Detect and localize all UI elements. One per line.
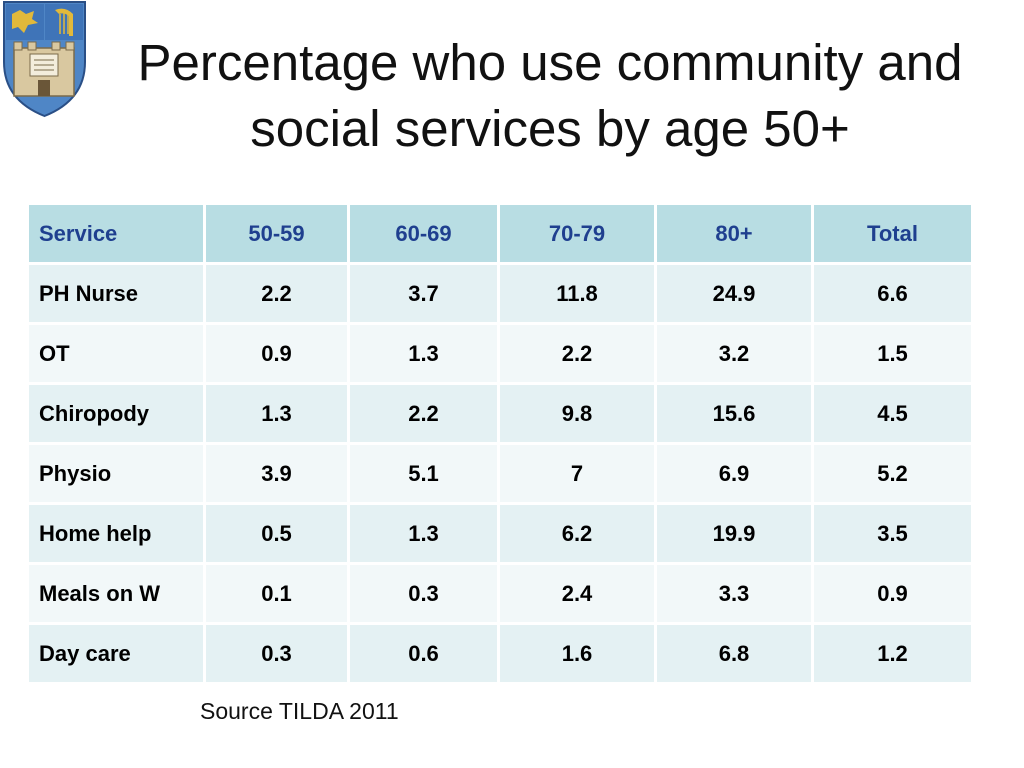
table-cell: 3.3 bbox=[657, 565, 814, 625]
table-cell: 5.2 bbox=[814, 445, 971, 505]
table-cell: 7 bbox=[500, 445, 657, 505]
table-cell: 3.5 bbox=[814, 505, 971, 565]
table-cell: 24.9 bbox=[657, 265, 814, 325]
table-row: Chiropody 1.3 2.2 9.8 15.6 4.5 bbox=[29, 385, 971, 445]
table-header-row: Service 50-59 60-69 70-79 80+ Total bbox=[29, 205, 971, 265]
table-cell: 5.1 bbox=[350, 445, 500, 505]
table-cell: 0.9 bbox=[206, 325, 350, 385]
table-cell: 6.9 bbox=[657, 445, 814, 505]
table-row: Home help 0.5 1.3 6.2 19.9 3.5 bbox=[29, 505, 971, 565]
table-row: PH Nurse 2.2 3.7 11.8 24.9 6.6 bbox=[29, 265, 971, 325]
table-cell: 3.7 bbox=[350, 265, 500, 325]
table-cell: 1.2 bbox=[814, 625, 971, 685]
table-cell: 0.5 bbox=[206, 505, 350, 565]
table-cell: 4.5 bbox=[814, 385, 971, 445]
table-cell: 1.3 bbox=[206, 385, 350, 445]
table-cell: 19.9 bbox=[657, 505, 814, 565]
column-header: 80+ bbox=[657, 205, 814, 265]
table-cell: 2.2 bbox=[206, 265, 350, 325]
page-title: Percentage who use community and social … bbox=[137, 34, 963, 157]
table-cell: 2.4 bbox=[500, 565, 657, 625]
table-cell: 6.8 bbox=[657, 625, 814, 685]
table-row: OT 0.9 1.3 2.2 3.2 1.5 bbox=[29, 325, 971, 385]
table-cell: 0.3 bbox=[350, 565, 500, 625]
column-header: Service bbox=[29, 205, 206, 265]
table-cell: 9.8 bbox=[500, 385, 657, 445]
service-name: Meals on W bbox=[29, 565, 206, 625]
table-cell: 15.6 bbox=[657, 385, 814, 445]
table-cell: 1.6 bbox=[500, 625, 657, 685]
column-header: 70-79 bbox=[500, 205, 657, 265]
table-cell: 1.5 bbox=[814, 325, 971, 385]
source-note: Source TILDA 2011 bbox=[200, 698, 399, 724]
column-header: 60-69 bbox=[350, 205, 500, 265]
table-cell: 6.6 bbox=[814, 265, 971, 325]
table-cell: 1.3 bbox=[350, 325, 500, 385]
column-header: Total bbox=[814, 205, 971, 265]
service-name: OT bbox=[29, 325, 206, 385]
table-cell: 3.9 bbox=[206, 445, 350, 505]
service-name: Chiropody bbox=[29, 385, 206, 445]
service-name: PH Nurse bbox=[29, 265, 206, 325]
service-name: Home help bbox=[29, 505, 206, 565]
service-name: Physio bbox=[29, 445, 206, 505]
table-cell: 0.9 bbox=[814, 565, 971, 625]
table-row: Meals on W 0.1 0.3 2.4 3.3 0.9 bbox=[29, 565, 971, 625]
service-name: Day care bbox=[29, 625, 206, 685]
table-cell: 2.2 bbox=[500, 325, 657, 385]
table-cell: 2.2 bbox=[350, 385, 500, 445]
table-cell: 0.6 bbox=[350, 625, 500, 685]
crest-logo-icon bbox=[3, 1, 86, 118]
table-cell: 0.1 bbox=[206, 565, 350, 625]
table-row: Day care 0.3 0.6 1.6 6.8 1.2 bbox=[29, 625, 971, 685]
table-cell: 0.3 bbox=[206, 625, 350, 685]
table-cell: 11.8 bbox=[500, 265, 657, 325]
table-row: Physio 3.9 5.1 7 6.9 5.2 bbox=[29, 445, 971, 505]
table-cell: 3.2 bbox=[657, 325, 814, 385]
services-table: Service 50-59 60-69 70-79 80+ Total PH N… bbox=[29, 205, 971, 685]
column-header: 50-59 bbox=[206, 205, 350, 265]
table-cell: 1.3 bbox=[350, 505, 500, 565]
table-cell: 6.2 bbox=[500, 505, 657, 565]
